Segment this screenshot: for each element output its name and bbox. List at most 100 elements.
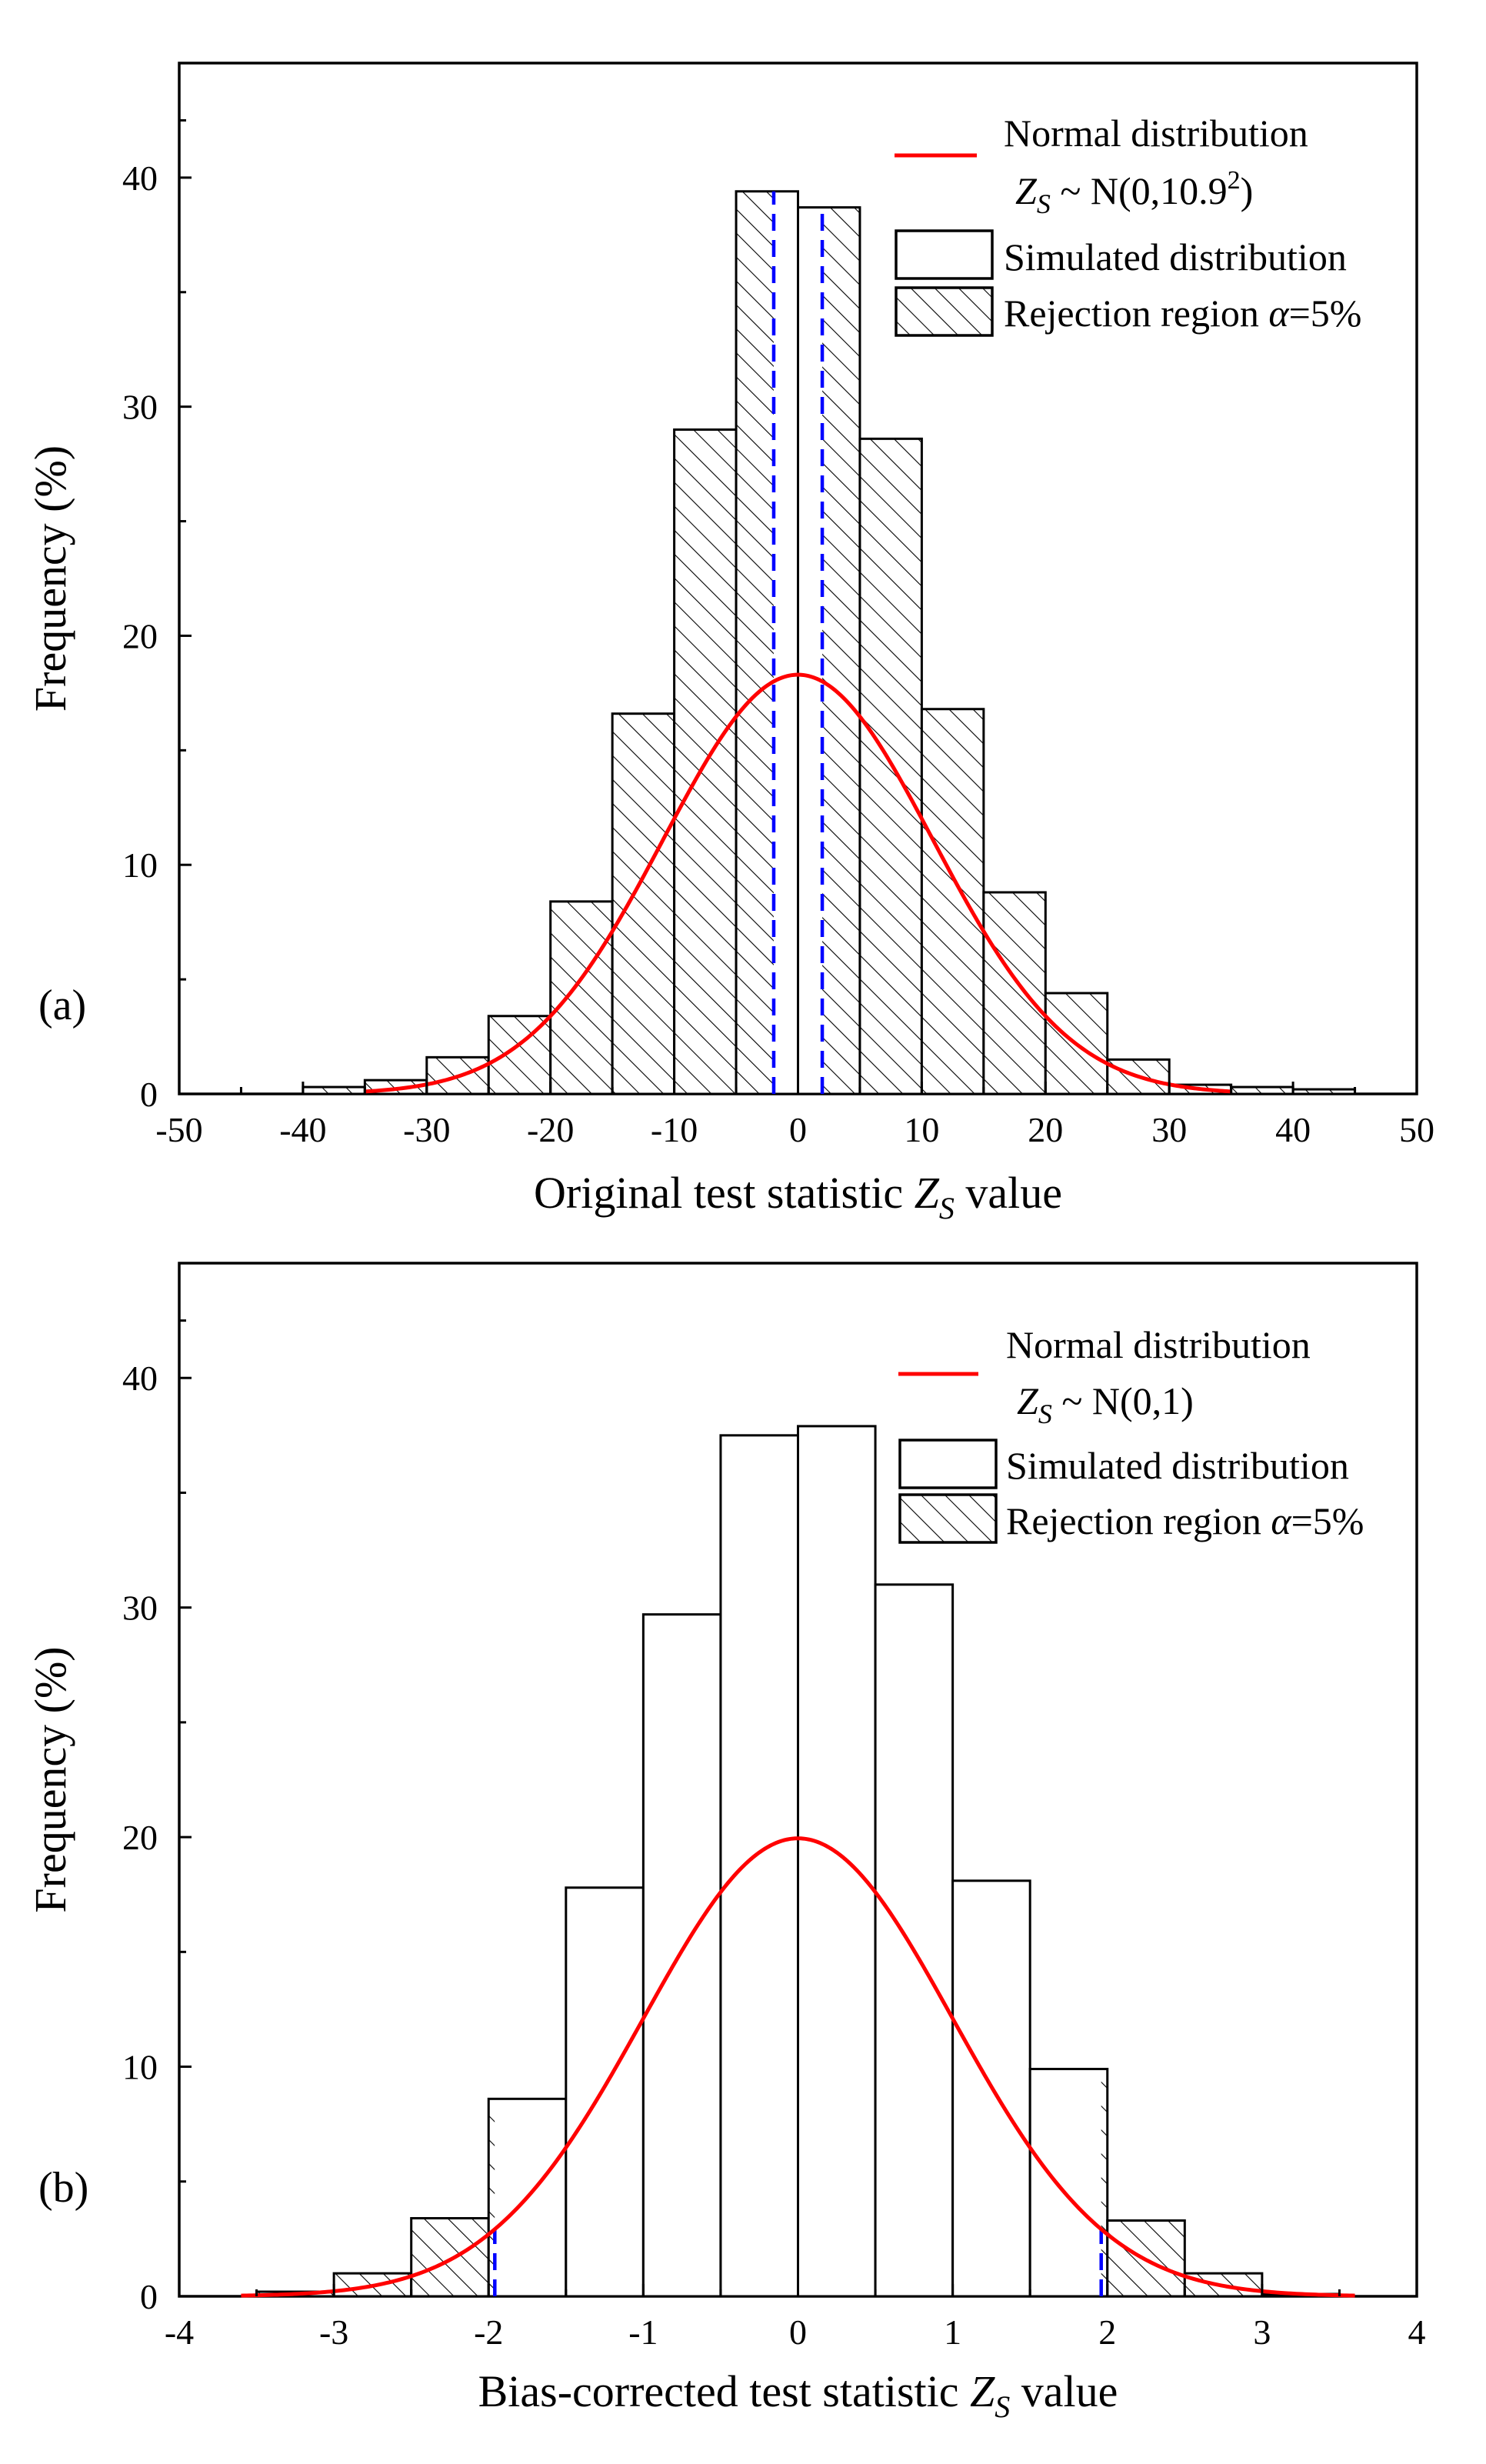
histogram-bar <box>797 1425 877 2298</box>
formula-mid: ~ N(0,10.9 <box>1051 169 1228 212</box>
legend-rejection-label: Rejection region α=5% <box>1004 292 1361 335</box>
legend-rejection-swatch <box>898 1493 998 1544</box>
legend-simulated-swatch <box>898 1439 998 1489</box>
x-tick-label: 0 <box>789 1110 807 1149</box>
x-tick-label: -40 <box>279 1110 326 1149</box>
legend: Normal distribution ZS ~ N(0,1) Simulated … <box>898 1323 1364 1544</box>
legend-simulated-label: Simulated distribution <box>1006 1444 1349 1487</box>
histogram-bar-rejection <box>1230 1085 1294 1095</box>
normal-distribution-curve <box>241 1836 1355 2298</box>
y-tick-label: 40 <box>122 1359 158 1398</box>
x-tick-label: -2 <box>474 2312 503 2352</box>
x-tick-label: 1 <box>944 2312 961 2352</box>
y-axis: 0 10 20 30 40 <box>122 118 192 1114</box>
histogram-bar-rejection-part <box>488 2099 495 2296</box>
x-axis: -4 -3 -2 -1 0 1 2 3 4 <box>165 2284 1426 2352</box>
x-axis-title-sub: S <box>939 1191 955 1225</box>
x-tick-label: 50 <box>1399 1110 1434 1149</box>
y-tick-label: 20 <box>122 616 158 655</box>
y-tick-label: 0 <box>140 2277 158 2316</box>
rejection-suffix: =5% <box>1289 292 1362 335</box>
legend: Normal distribution ZS ~ N(0,10.92) Simula… <box>895 112 1361 337</box>
x-tick-label: 40 <box>1275 1110 1311 1149</box>
panel-label: (a) <box>38 982 86 1029</box>
histogram-bar-acceptance-part <box>1030 2069 1101 2296</box>
formula-var: Z <box>1015 169 1038 212</box>
rejection-alpha: α <box>1268 292 1290 335</box>
y-tick-label: 10 <box>122 2048 158 2087</box>
panel-label: (b) <box>38 2164 88 2212</box>
legend-rejection-swatch <box>895 286 994 337</box>
histogram-bar-rejection <box>982 891 1047 1095</box>
formula-sub: S <box>1037 188 1051 219</box>
histogram-bar-rejection <box>425 1055 490 1095</box>
y-tick-label: 30 <box>122 1589 158 1628</box>
normal-distribution-curve <box>365 672 1231 1094</box>
legend-normal-formula: ZS ~ N(0,1) <box>1017 1379 1194 1429</box>
x-tick-label: 20 <box>1028 1110 1063 1149</box>
histogram-bar-rejection <box>410 2217 490 2298</box>
histogram-bar <box>1028 2068 1109 2298</box>
histogram-bars <box>255 1425 1341 2298</box>
histogram-bar-rejection <box>1291 1088 1357 1095</box>
x-tick-label: -30 <box>403 1110 450 1149</box>
histogram-bar <box>874 1583 955 2298</box>
x-tick-label: -20 <box>527 1110 574 1149</box>
y-tick-label: 40 <box>122 158 158 198</box>
x-tick-label: -10 <box>651 1110 698 1149</box>
formula-var: Z <box>1017 1379 1039 1422</box>
formula-end: ) <box>1241 169 1254 212</box>
x-axis-title-var: Z <box>915 1168 940 1218</box>
formula-mid: ~ N(0,1 <box>1052 1379 1181 1422</box>
legend-normal-label: Normal distribution <box>1006 1323 1311 1366</box>
x-tick-label: 2 <box>1098 2312 1116 2352</box>
x-axis-title-prefix: Original test statistic <box>534 1168 915 1218</box>
histogram-bar-rejection <box>549 900 614 1095</box>
rejection-suffix: =5% <box>1291 1499 1364 1542</box>
x-axis-title: Bias-corrected test statistic ZS value <box>478 2366 1118 2424</box>
x-axis-title-sub: S <box>995 2389 1010 2424</box>
formula-end: ) <box>1181 1379 1194 1422</box>
formula-sup: 2 <box>1228 166 1241 195</box>
x-axis-title-prefix: Bias-corrected test statistic <box>478 2366 970 2416</box>
legend-normal-formula: ZS ~ N(0,10.92) <box>1015 166 1253 219</box>
y-tick-label: 20 <box>122 1818 158 1857</box>
x-axis-title: Original test statistic ZS value <box>534 1168 1062 1225</box>
x-tick-label: -50 <box>155 1110 202 1149</box>
x-tick-label: 30 <box>1151 1110 1187 1149</box>
y-axis-title: Frequency (%) <box>25 1646 75 1912</box>
x-tick-label: -1 <box>628 2312 658 2352</box>
histogram-bar-rejection-part <box>1101 2069 1108 2296</box>
x-tick-label: 3 <box>1253 2312 1271 2352</box>
legend-rejection-label: Rejection region α=5% <box>1006 1499 1364 1542</box>
x-tick-label: 0 <box>789 2312 807 2352</box>
histogram-bar-rejection-part <box>822 207 860 1095</box>
histogram-bar <box>641 1613 722 2298</box>
histogram-bar-acceptance-part <box>495 2099 566 2296</box>
legend-simulated-swatch <box>895 229 994 280</box>
histogram-bar-rejection-part <box>736 191 774 1094</box>
formula-sub: S <box>1038 1399 1052 1429</box>
histogram-bar <box>719 1434 799 2298</box>
histogram-bar-rejection <box>920 708 985 1095</box>
panel-a: -50 -40 -30 -20 -10 0 10 20 30 40 50 0 10 20 30 40 Origi… <box>25 62 1434 1225</box>
y-axis-title: Frequency (%) <box>25 445 75 712</box>
rejection-prefix: Rejection region <box>1006 1499 1271 1542</box>
x-axis: -50 -40 -30 -20 -10 0 10 20 30 40 50 <box>155 1082 1434 1149</box>
y-tick-label: 0 <box>140 1075 158 1114</box>
histogram-bar-rejection <box>302 1085 366 1095</box>
histogram-bar-acceptance-part <box>773 191 798 1094</box>
y-tick-label: 30 <box>122 388 158 427</box>
histogram-bar-rejection <box>611 712 676 1095</box>
x-tick-label: -4 <box>165 2312 194 2352</box>
legend-normal-label: Normal distribution <box>1004 112 1308 155</box>
x-axis-title-suffix: value <box>1010 2366 1118 2416</box>
rejection-alpha: α <box>1271 1499 1292 1542</box>
x-axis-title-suffix: value <box>955 1168 1062 1218</box>
y-tick-label: 10 <box>122 845 158 885</box>
histogram-bar-acceptance-part <box>798 207 823 1095</box>
x-tick-label: 4 <box>1408 2312 1426 2352</box>
